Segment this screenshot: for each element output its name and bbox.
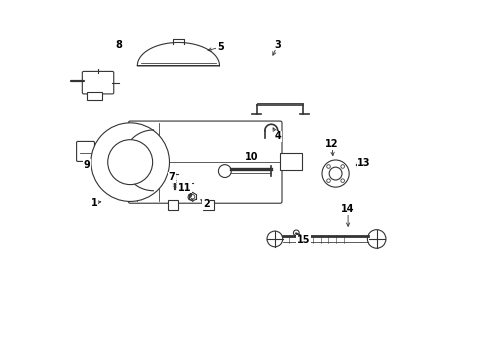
Circle shape	[218, 165, 231, 177]
Circle shape	[340, 165, 344, 168]
Circle shape	[190, 195, 194, 199]
Circle shape	[328, 167, 341, 180]
Circle shape	[91, 123, 169, 202]
Polygon shape	[123, 130, 153, 191]
Text: 14: 14	[341, 204, 354, 214]
FancyBboxPatch shape	[128, 121, 282, 203]
Text: 8: 8	[115, 40, 122, 50]
Circle shape	[326, 165, 329, 168]
Circle shape	[266, 231, 282, 247]
Text: 11: 11	[177, 183, 191, 193]
Text: 7: 7	[168, 172, 175, 182]
Text: 1: 1	[91, 198, 98, 207]
Text: 9: 9	[84, 159, 90, 170]
Circle shape	[322, 160, 348, 187]
Text: 15: 15	[296, 235, 309, 245]
Bar	[167, 200, 178, 210]
FancyBboxPatch shape	[82, 71, 114, 94]
Circle shape	[293, 230, 299, 236]
Polygon shape	[137, 42, 219, 66]
Text: 10: 10	[244, 152, 258, 162]
Circle shape	[188, 194, 193, 200]
FancyBboxPatch shape	[77, 141, 94, 161]
Bar	[203, 200, 214, 210]
Circle shape	[366, 230, 385, 248]
Text: 6: 6	[125, 147, 131, 157]
Circle shape	[340, 179, 344, 183]
Text: 5: 5	[216, 42, 223, 52]
Circle shape	[326, 179, 329, 183]
Text: 13: 13	[357, 158, 370, 168]
Text: 4: 4	[274, 131, 281, 141]
Bar	[280, 153, 301, 170]
Circle shape	[107, 140, 152, 185]
Text: 2: 2	[203, 199, 209, 209]
Bar	[87, 93, 102, 100]
Circle shape	[149, 152, 167, 169]
Text: 3: 3	[274, 40, 281, 50]
Text: 12: 12	[325, 139, 338, 149]
